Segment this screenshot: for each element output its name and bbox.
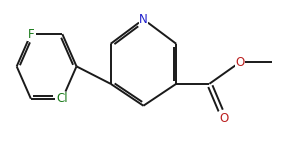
Text: F: F <box>27 28 34 41</box>
Text: O: O <box>235 56 245 69</box>
Text: N: N <box>139 13 148 26</box>
Text: Cl: Cl <box>57 92 68 105</box>
Text: O: O <box>219 112 228 124</box>
